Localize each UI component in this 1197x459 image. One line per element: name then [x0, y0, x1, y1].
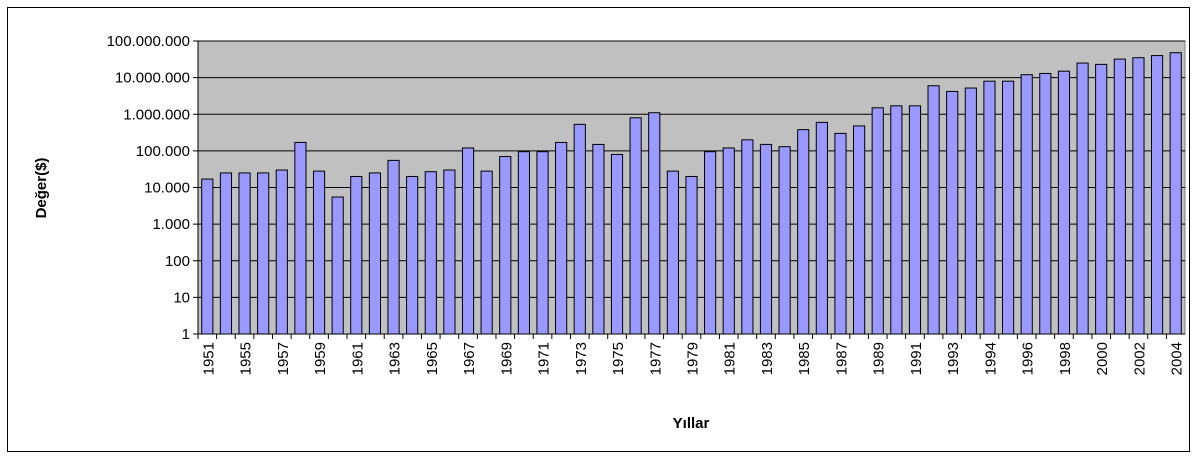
x-tick-label: 1959	[312, 342, 329, 375]
y-tick-label: 10	[173, 289, 190, 306]
bar	[331, 196, 344, 335]
bar	[648, 112, 661, 335]
bar	[610, 153, 624, 335]
y-tick-label: 10.000.000	[115, 70, 190, 87]
bar	[294, 141, 307, 335]
bar	[1039, 72, 1052, 335]
bar	[573, 123, 586, 335]
bar	[406, 175, 419, 335]
bar	[350, 175, 363, 335]
bar	[1020, 74, 1033, 335]
bar	[387, 159, 400, 335]
x-tick-label: 1998	[1057, 342, 1074, 375]
y-axis-label: Değer($)	[33, 158, 50, 219]
y-tick-label: 1	[182, 326, 190, 343]
bar	[536, 151, 549, 335]
y-tick-label: 100.000.000	[107, 33, 190, 50]
x-tick-label: 1963	[387, 342, 404, 375]
bar	[946, 90, 959, 335]
bar	[722, 147, 735, 335]
x-tick-label: 1951	[200, 342, 217, 375]
x-tick-label: 1994	[982, 342, 999, 375]
y-tick-label: 1.000	[152, 216, 190, 233]
x-tick-label: 1977	[647, 342, 664, 375]
bar	[778, 146, 791, 335]
x-tick-label: 1981	[722, 342, 739, 375]
bar	[201, 178, 214, 335]
bar	[704, 151, 717, 335]
bar	[815, 121, 828, 335]
bar	[741, 139, 754, 335]
x-tick-label: 1983	[759, 342, 776, 375]
bar	[517, 151, 530, 335]
x-tick-label: 1993	[945, 342, 962, 375]
x-tick-label: 1961	[349, 342, 366, 375]
x-tick-label: 1979	[685, 342, 702, 375]
bar	[499, 156, 512, 335]
x-tick-label: 2002	[1131, 342, 1148, 375]
bar	[1001, 80, 1015, 335]
bar	[275, 169, 288, 335]
x-tick-label: 1971	[536, 342, 553, 375]
bar	[1113, 58, 1126, 335]
bar	[797, 129, 810, 335]
bar	[629, 117, 642, 335]
x-tick-label: 1985	[796, 342, 813, 375]
y-tick-label: 100.000	[136, 143, 190, 160]
bar	[555, 141, 568, 335]
bar	[853, 125, 866, 335]
x-tick-label: 1996	[1020, 342, 1037, 375]
x-axis-label: Yıllar	[673, 415, 710, 432]
y-tick-label: 1.000.000	[123, 106, 190, 123]
bar	[480, 170, 493, 335]
bar	[834, 132, 847, 335]
bar	[1132, 57, 1145, 335]
bar	[1057, 70, 1071, 335]
bar	[1076, 62, 1089, 335]
bar	[983, 80, 996, 335]
x-tick-label: 2000	[1094, 342, 1111, 375]
bar	[1169, 52, 1182, 335]
x-tick-label: 1955	[238, 342, 255, 375]
bar	[424, 171, 437, 335]
x-tick-label: 1965	[424, 342, 441, 375]
bar	[461, 147, 475, 335]
x-tick-label: 1989	[871, 342, 888, 375]
bar	[238, 172, 251, 335]
bar	[257, 172, 270, 335]
y-tick-label: 10.000	[144, 180, 190, 197]
y-tick-label: 100	[165, 253, 190, 270]
bar	[871, 107, 884, 335]
bar	[443, 169, 456, 335]
x-tick-label: 1975	[610, 342, 627, 375]
bar	[312, 170, 326, 335]
x-tick-label: 1957	[275, 342, 292, 375]
x-tick-label: 1987	[833, 342, 850, 375]
bar	[890, 105, 903, 335]
bar	[685, 175, 698, 335]
x-tick-label: 1973	[573, 342, 590, 375]
bar	[1095, 63, 1108, 335]
bar	[1150, 55, 1164, 335]
bar	[964, 87, 977, 335]
x-tick-label: 1969	[498, 342, 515, 375]
bar	[759, 143, 773, 335]
x-tick-label: 1991	[908, 342, 925, 375]
bar	[368, 172, 382, 335]
x-tick-label: 1967	[461, 342, 478, 375]
bar	[666, 170, 679, 335]
bar	[219, 172, 233, 335]
bar	[908, 105, 922, 335]
bar	[592, 143, 605, 335]
bar	[927, 85, 940, 335]
x-tick-label: 2004	[1169, 342, 1186, 375]
